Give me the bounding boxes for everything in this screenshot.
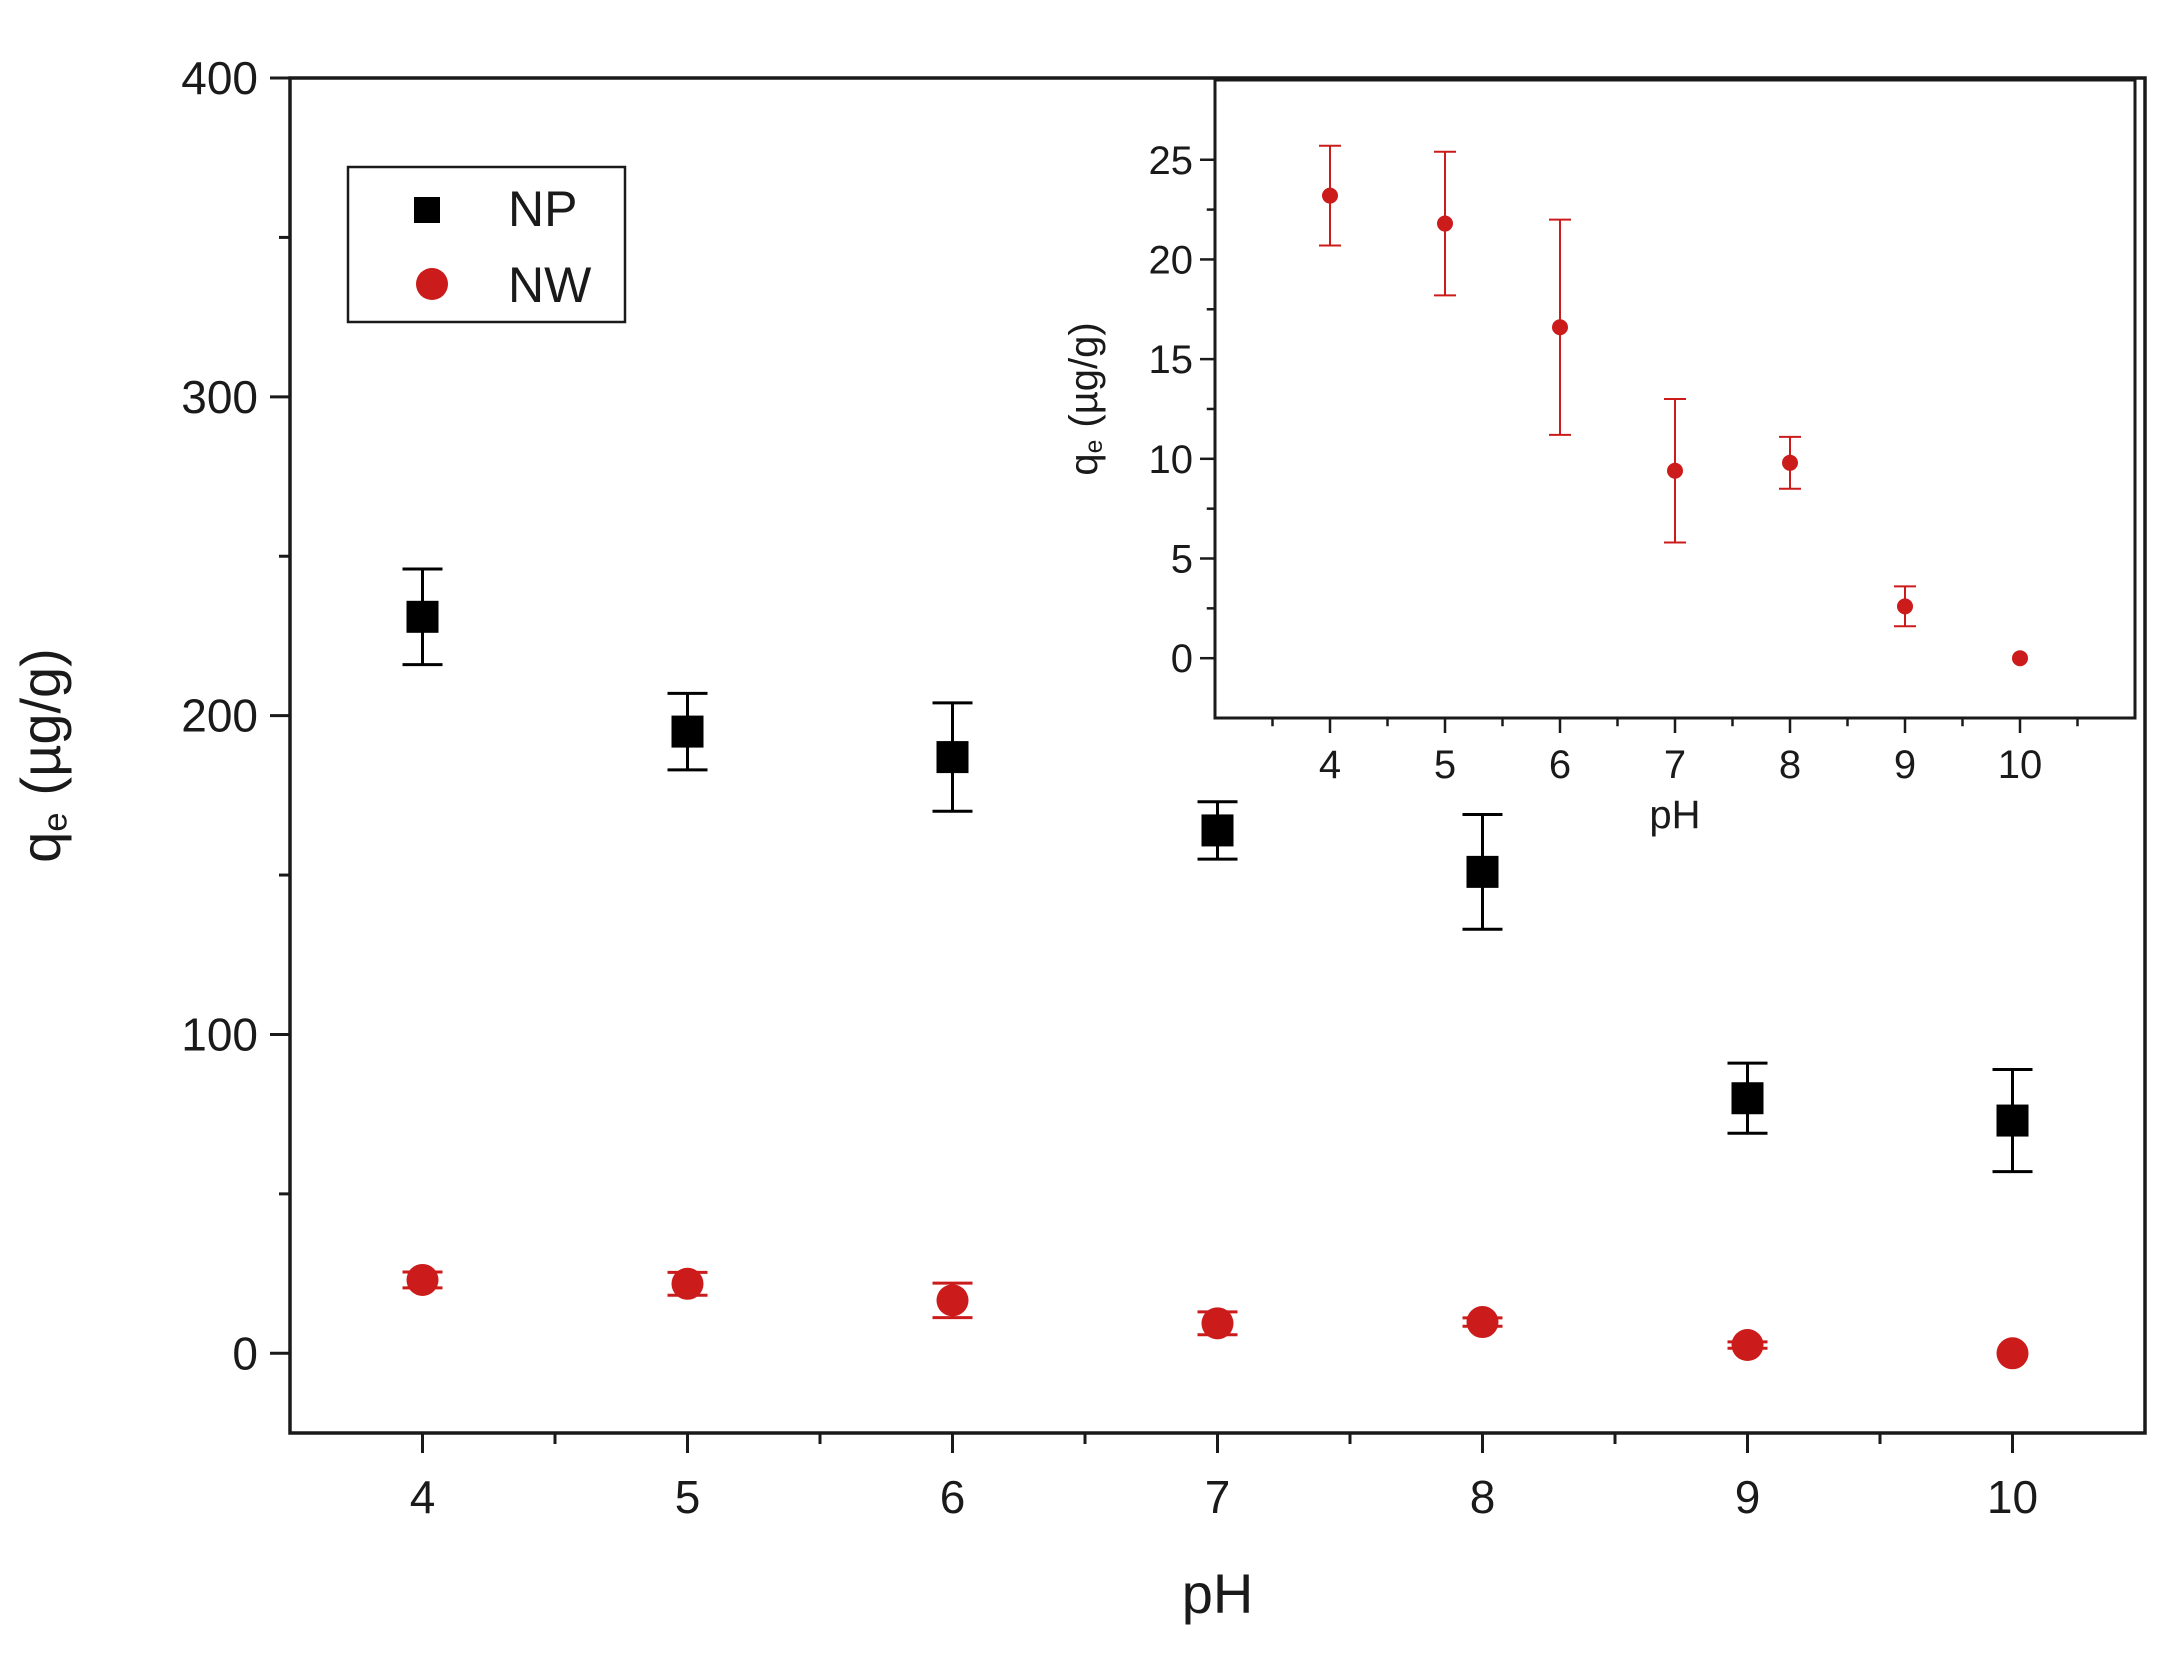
inset-nw-point [2012,650,2028,667]
inset-y-axis-label: qe (µg/g) [1062,322,1108,475]
main-nw-point [1466,1306,1499,1339]
inset-x-tick-label: 9 [1894,743,1916,787]
main-x-tick-label: 5 [675,1471,701,1523]
main-x-tick-label: 7 [1205,1471,1231,1523]
inset-x-tick-label: 10 [1998,743,2043,787]
main-nw-point [671,1267,704,1300]
main-nw-point [1996,1337,2029,1370]
main-nw-point [936,1284,969,1317]
main-x-tick-label: 10 [1987,1471,2038,1523]
legend-np-marker [414,197,440,223]
main-nw-point [1731,1329,1764,1362]
main-np-point [406,600,439,633]
inset-nw-point [1437,215,1453,232]
inset-x-tick-label: 4 [1319,743,1341,787]
inset-panel: 4 5 6 7 8 9 10 0 5 10 15 20 25 pH qe (µg/g) [1062,78,2137,837]
main-y-tick-label: 400 [181,52,258,104]
main-y-axis-label-unit: (µg/g) [9,648,72,795]
inset-x-tick-label: 5 [1434,743,1456,787]
main-y-axis-label-q: q [9,832,72,863]
main-y-tick-label: 0 [232,1327,258,1379]
inset-nw-point [1667,462,1683,479]
main-y-axis-label: qe (µg/g) [9,648,75,863]
inset-y-axis-label-unit: (µg/g) [1062,322,1106,427]
legend-nw-marker [416,268,448,300]
inset-nw-point [1897,598,1913,615]
inset-y-axis-label-sub: e [1081,440,1108,454]
main-x-tick-label: 6 [940,1471,966,1523]
main-nw-point [1201,1307,1234,1340]
main-x-tick-label: 8 [1470,1471,1496,1523]
main-np-point [671,715,704,748]
legend: NP NW [346,165,627,324]
main-np-point [1466,855,1499,888]
inset-y-tick-label: 25 [1149,139,1194,183]
inset-nw-point [1322,187,1338,204]
main-np-point [1731,1082,1764,1115]
inset-x-axis-label: pH [1649,793,1700,837]
main-y-tick-label: 300 [181,371,258,423]
legend-box [346,165,627,324]
legend-np-label: NP [508,181,577,237]
inset-y-axis-label-q: q [1062,453,1106,475]
main-y-tick-label: 100 [181,1009,258,1061]
inset-y-tick-label: 0 [1171,637,1193,681]
main-x-tick-label: 4 [410,1471,436,1523]
main-y-tick-label: 200 [181,690,258,742]
inset-x-tick-label: 8 [1779,743,1801,787]
main-np-point [1201,814,1234,847]
inset-nw-point [1552,319,1568,336]
inset-x-tick-label: 7 [1664,743,1686,787]
inset-y-tick-label: 20 [1149,238,1194,282]
inset-y-tick-label: 5 [1171,538,1193,582]
main-np-point [936,741,969,774]
inset-y-tick-label: 10 [1149,438,1194,482]
legend-nw-label: NW [508,257,592,313]
inset-y-tick-label: 15 [1149,338,1194,382]
inset-nw-point [1782,454,1798,471]
main-np-point [1996,1104,2029,1137]
main-x-tick-label: 9 [1735,1471,1761,1523]
inset-x-tick-label: 6 [1549,743,1571,787]
main-nw-point [406,1263,439,1296]
main-y-axis-label-sub: e [37,812,75,831]
main-x-axis-label: pH [1182,1562,1254,1625]
